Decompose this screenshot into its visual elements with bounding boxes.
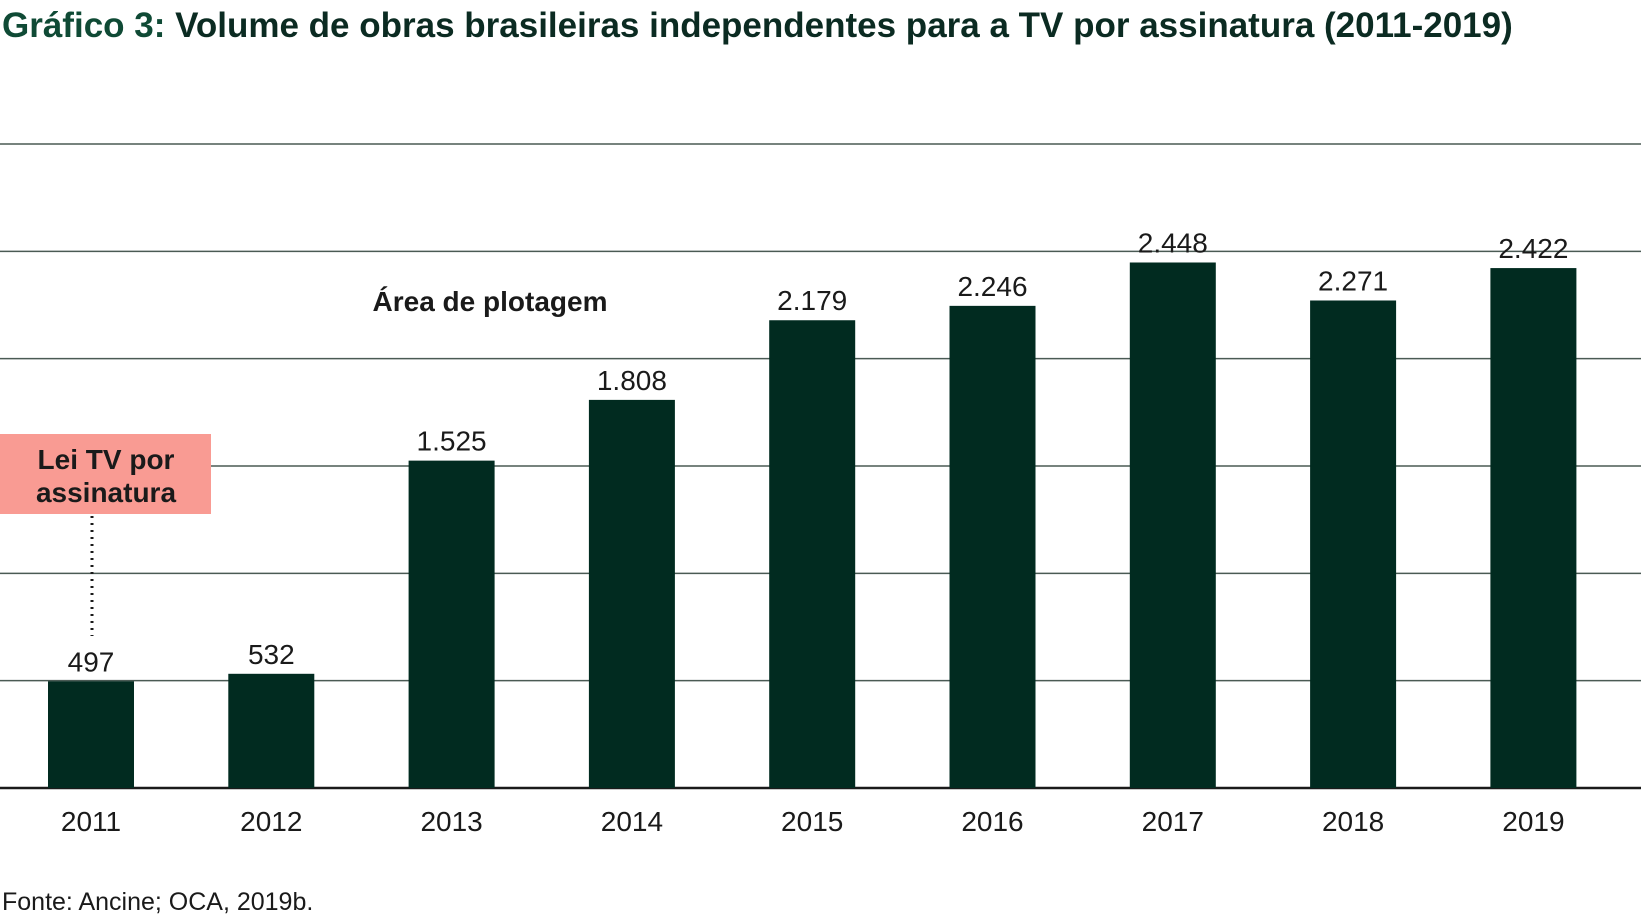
x-tick-2014: 2014 xyxy=(601,806,663,837)
chart-title-text: Volume de obras brasileiras independente… xyxy=(165,6,1513,45)
bar-2013 xyxy=(408,460,495,788)
x-tick-2013: 2013 xyxy=(420,806,482,837)
annotation-box xyxy=(0,434,211,514)
bar-chart: 497 532 1.525 1.808 2.179 2.246 2.448 2.271 2.42… xyxy=(0,143,1641,837)
bar-2019 xyxy=(1490,268,1577,788)
annotation-line-2: assinatura xyxy=(36,477,176,508)
annotation-line-1: Lei TV por xyxy=(38,444,175,475)
value-label-2017: 2.448 xyxy=(1138,227,1208,258)
plot-area-label: Área de plotagem xyxy=(373,286,608,317)
value-label-2012: 532 xyxy=(248,639,295,670)
x-tick-2011: 2011 xyxy=(61,806,121,837)
value-label-2011: 497 xyxy=(68,646,115,677)
x-tick-2016: 2016 xyxy=(961,806,1023,837)
x-tick-labels: 2011 2012 2013 2014 2015 2016 2017 2018 2019 xyxy=(61,806,1565,837)
bar-2015 xyxy=(769,320,856,788)
bar-2011 xyxy=(48,681,134,788)
value-labels: 497 532 1.525 1.808 2.179 2.246 2.448 2.271 2.42… xyxy=(68,227,1569,677)
value-label-2019: 2.422 xyxy=(1498,233,1568,264)
source-note: Fonte: Ancine; OCA, 2019b. xyxy=(2,888,314,916)
bar-2017 xyxy=(1129,262,1216,789)
value-label-2013: 1.525 xyxy=(417,426,487,457)
x-tick-2017: 2017 xyxy=(1142,806,1204,837)
chart-title: Gráfico 3: Volume de obras brasileiras i… xyxy=(2,0,1562,52)
x-tick-2012: 2012 xyxy=(240,806,302,837)
law-annotation: Lei TV por assinatura xyxy=(0,434,211,636)
chart-title-lead: Gráfico 3: xyxy=(2,6,166,45)
bar-2014 xyxy=(588,399,675,788)
value-label-2015: 2.179 xyxy=(777,285,847,316)
bar-2012 xyxy=(228,673,315,788)
x-tick-2018: 2018 xyxy=(1322,806,1384,837)
x-tick-2019: 2019 xyxy=(1502,806,1564,837)
value-label-2018: 2.271 xyxy=(1318,265,1388,296)
value-label-2016: 2.246 xyxy=(957,271,1027,302)
bars xyxy=(48,262,1577,789)
bar-2016 xyxy=(949,305,1036,788)
value-label-2014: 1.808 xyxy=(597,365,667,396)
bar-2018 xyxy=(1310,300,1397,788)
x-tick-2015: 2015 xyxy=(781,806,843,837)
